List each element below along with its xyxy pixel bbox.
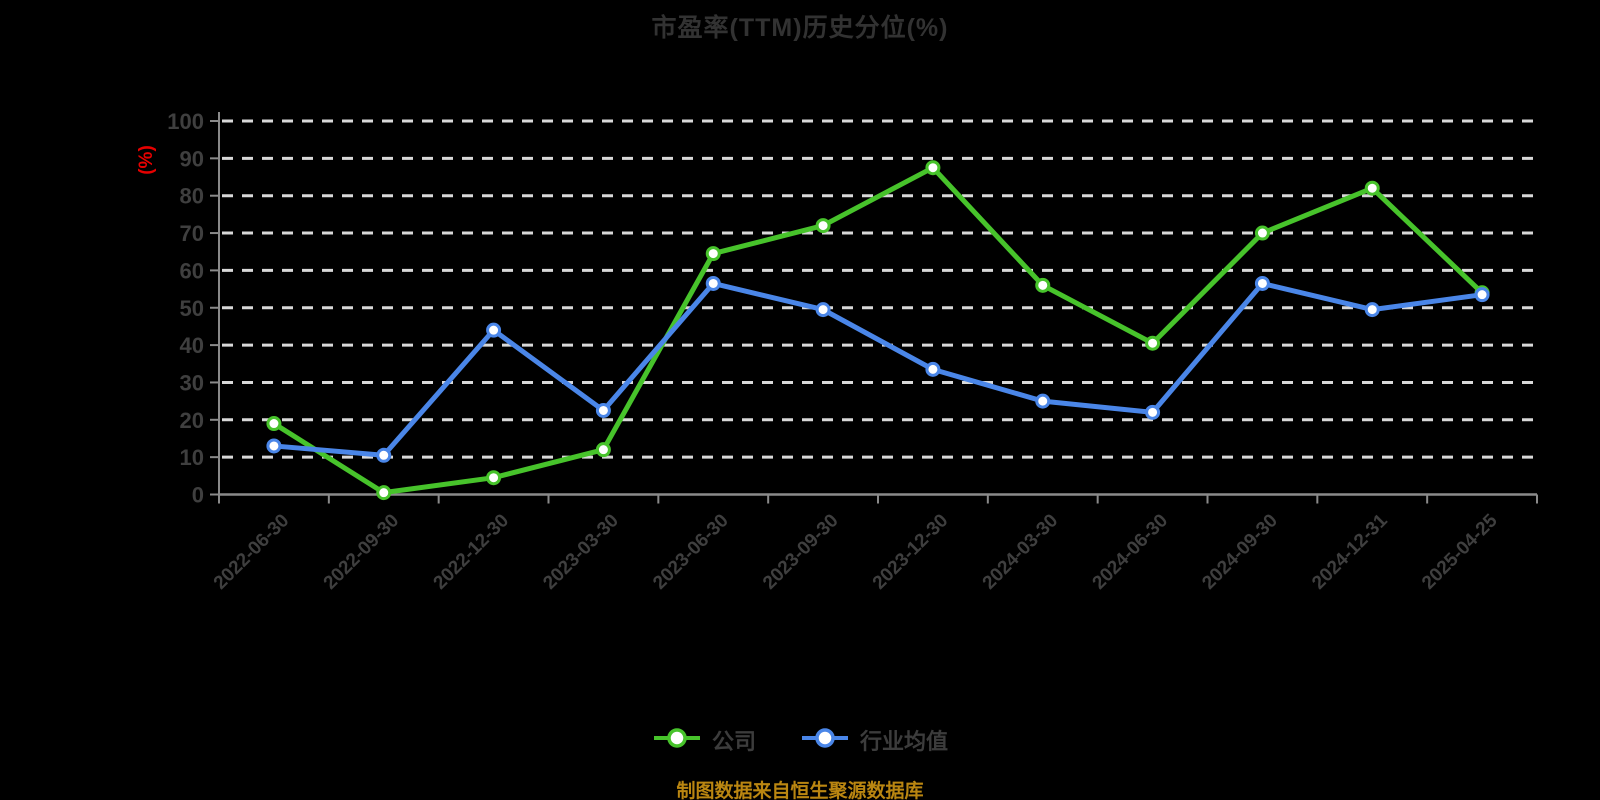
data-point[interactable] xyxy=(1364,302,1380,318)
data-point[interactable] xyxy=(925,160,941,176)
legend-item-company[interactable]: 公司 xyxy=(652,724,756,756)
data-point[interactable] xyxy=(266,438,282,454)
chart-title: 市盈率(TTM)历史分位(%) xyxy=(651,14,949,42)
y-tick-label: 40 xyxy=(180,333,204,358)
data-point[interactable] xyxy=(1474,287,1490,303)
data-point[interactable] xyxy=(1145,404,1161,420)
x-tick-label: 2024-09-30 xyxy=(1198,510,1282,594)
y-tick-label: 70 xyxy=(180,221,204,246)
y-tick-label: 80 xyxy=(180,184,204,209)
series-industry-average xyxy=(266,275,1490,463)
data-point[interactable] xyxy=(486,470,502,486)
data-point[interactable] xyxy=(1035,277,1051,293)
x-tick-label: 2025-04-25 xyxy=(1418,510,1502,594)
legend-label-company: 公司 xyxy=(711,729,756,754)
x-tick-label: 2023-03-30 xyxy=(539,510,623,594)
data-point[interactable] xyxy=(595,402,611,418)
y-tick-label: 10 xyxy=(180,445,204,470)
data-point[interactable] xyxy=(1035,393,1051,409)
y-tick-label: 0 xyxy=(192,483,204,508)
gridlines xyxy=(222,119,1537,459)
data-point[interactable] xyxy=(1145,335,1161,351)
x-tick-label: 2022-09-30 xyxy=(320,510,404,594)
y-tick-label: 90 xyxy=(180,146,204,171)
data-point[interactable] xyxy=(266,416,282,432)
legend-label-industry-average: 行业均值 xyxy=(860,729,949,754)
data-point[interactable] xyxy=(376,485,392,501)
chart-legend: 公司 行业均值 xyxy=(0,724,1600,756)
x-tick-label: 2023-12-30 xyxy=(869,510,953,594)
x-axis: 2022-06-30 2022-09-30 2022-12-30 2023-03-30… xyxy=(210,493,1538,594)
x-tick-label: 2024-06-30 xyxy=(1089,510,1173,594)
x-tick-label: 2022-12-30 xyxy=(430,510,514,594)
data-point[interactable] xyxy=(1364,180,1380,196)
y-tick-label: 20 xyxy=(180,408,204,433)
company-series-marker-icon xyxy=(652,725,702,756)
data-point[interactable] xyxy=(376,447,392,463)
series-line-industry-average xyxy=(271,280,1485,458)
data-point[interactable] xyxy=(705,275,721,291)
x-tick-label: 2023-09-30 xyxy=(759,510,843,594)
data-point[interactable] xyxy=(486,322,502,338)
y-axis: 0 10 20 30 40 50 60 70 80 90 100 xyxy=(167,109,220,508)
x-tick-label: 2023-06-30 xyxy=(649,510,733,594)
data-point[interactable] xyxy=(705,246,721,262)
data-point[interactable] xyxy=(595,442,611,458)
data-point[interactable] xyxy=(815,218,831,234)
series-company xyxy=(266,160,1490,501)
data-point[interactable] xyxy=(815,302,831,318)
series-line-company xyxy=(271,165,1485,496)
x-tick-label: 2022-06-30 xyxy=(210,510,294,594)
y-tick-label: 30 xyxy=(180,370,204,395)
data-source-note: 制图数据来自恒生聚源数据库 xyxy=(676,781,924,800)
data-point[interactable] xyxy=(1254,275,1270,291)
legend-item-industry-average[interactable]: 行业均值 xyxy=(800,724,948,756)
y-axis-unit-label: (%) xyxy=(136,145,157,175)
data-point[interactable] xyxy=(1254,225,1270,241)
x-tick-label: 2024-12-31 xyxy=(1308,510,1392,594)
y-tick-label: 60 xyxy=(180,258,204,283)
industry-series-marker-icon xyxy=(800,725,850,756)
y-tick-label: 100 xyxy=(167,109,204,134)
data-point[interactable] xyxy=(925,361,941,377)
x-tick-label: 2024-03-30 xyxy=(979,510,1063,594)
y-tick-label: 50 xyxy=(180,296,204,321)
